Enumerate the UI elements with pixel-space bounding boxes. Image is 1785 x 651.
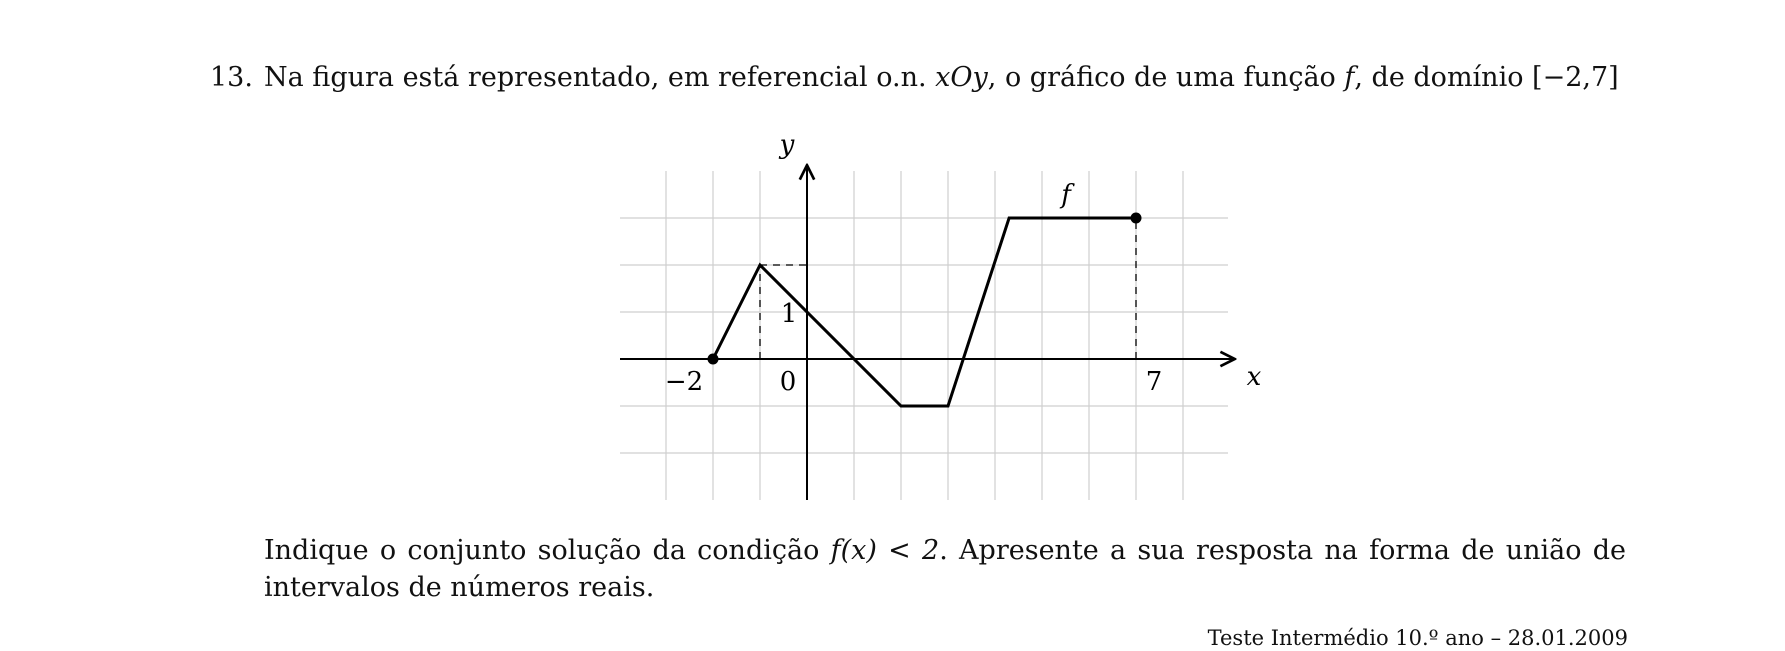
- tick-label-minus-2: −2: [665, 367, 703, 397]
- question-statement: 13. Na figura está representado, em refer…: [210, 62, 1619, 93]
- instruction-line-1-before: Indique o conjunto solução da condição: [264, 535, 831, 566]
- question-number: 13.: [210, 62, 253, 93]
- origin-label: 0: [780, 367, 797, 397]
- axes: [620, 167, 1233, 500]
- condition: f(x) < 2: [830, 535, 940, 566]
- chart-labels: x y f −2 0 1 7: [665, 130, 1262, 397]
- tick-label-7: 7: [1146, 367, 1163, 397]
- closed-endpoint: [707, 353, 719, 365]
- instruction-text: Indique o conjunto solução da condição f…: [264, 532, 1626, 606]
- function-name: f: [1344, 62, 1355, 93]
- footer-source: Teste Intermédio 10.º ano – 28.01.2009: [1207, 626, 1628, 650]
- y-axis-label: y: [779, 130, 795, 160]
- instruction-line-2: intervalos de números reais.: [264, 572, 655, 603]
- function-label: f: [1059, 180, 1075, 210]
- guide-lines: [759, 218, 1137, 359]
- question-text-before: Na figura está representado, em referenc…: [264, 62, 936, 93]
- function-curve: [707, 212, 1142, 408]
- closed-endpoint: [1130, 212, 1142, 224]
- instruction-line-1-after: . Apresente a sua resposta na forma de u…: [939, 535, 1626, 566]
- question-text-after: , de domínio [−2,7]: [1354, 62, 1619, 93]
- question-text-middle: , o gráfico de uma função: [987, 62, 1345, 93]
- tick-label-1: 1: [781, 299, 798, 329]
- function-polyline: [711, 216, 1136, 408]
- x-axis-label: x: [1247, 362, 1262, 392]
- instruction-line-1: Indique o conjunto solução da condição f…: [264, 532, 1626, 569]
- frame-label: xOy: [935, 62, 988, 93]
- function-graph: x y f −2 0 1 7: [620, 130, 1262, 500]
